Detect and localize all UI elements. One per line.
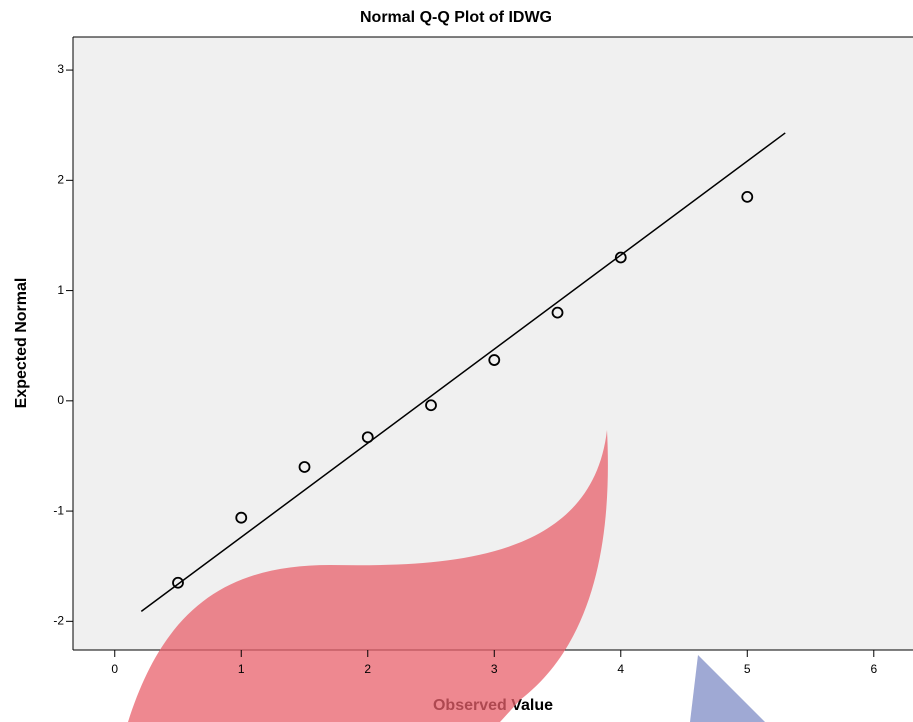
point: [298, 461, 311, 473]
y-tick-label: 1: [57, 283, 64, 297]
y-tick-label: 0: [57, 393, 64, 407]
point: [235, 511, 248, 524]
y-tick-label: 2: [57, 172, 64, 186]
reference-line: [140, 132, 786, 613]
y-tick-label: 3: [57, 62, 64, 76]
point: [425, 399, 437, 412]
x-tick-label: 0: [111, 662, 118, 676]
y-tick-label: -2: [53, 614, 64, 628]
y-axis-label: Expected Normal: [13, 278, 30, 409]
watermark: [128, 430, 608, 722]
watermark: [690, 655, 765, 722]
x-tick-label: 1: [238, 662, 245, 676]
x-tick-label: 2: [364, 662, 371, 676]
x-tick-label: 6: [870, 662, 877, 676]
x-tick-label: 3: [491, 662, 498, 676]
chart-title: Normal Q-Q Plot of IDWG: [360, 9, 552, 26]
point: [614, 251, 627, 264]
point: [172, 576, 184, 589]
x-tick-label: 5: [744, 662, 751, 676]
point: [741, 190, 754, 203]
y-tick-label: -1: [53, 503, 64, 517]
point: [551, 306, 564, 319]
point: [488, 354, 501, 366]
marks: [140, 132, 786, 613]
point: [361, 431, 374, 444]
x-tick-label: 4: [617, 662, 624, 676]
plot-area: [73, 37, 913, 650]
